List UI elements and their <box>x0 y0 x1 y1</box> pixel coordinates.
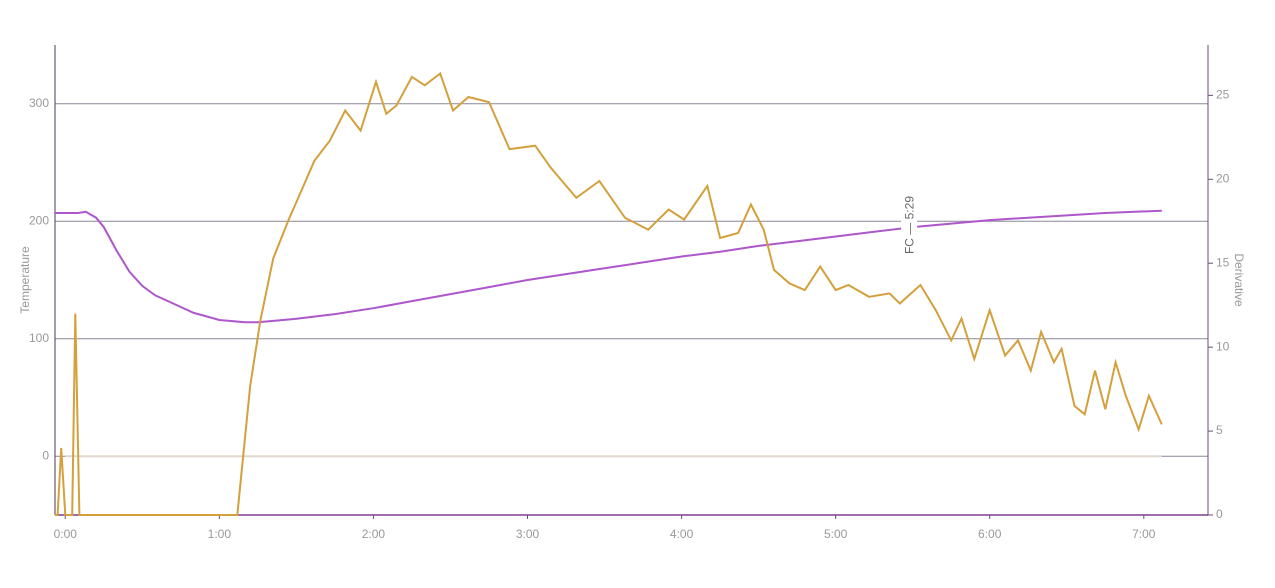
x-tick-label: 0:00 <box>54 527 78 541</box>
x-tick-label: 6:00 <box>978 527 1002 541</box>
x-tick-label: 2:00 <box>362 527 386 541</box>
x-tick-label: 7:00 <box>1132 527 1156 541</box>
y-tick-label: 200 <box>29 213 49 227</box>
annotation: FC — 5:29 <box>902 196 916 254</box>
annotation-bg <box>901 193 918 257</box>
y2-tick-label: 25 <box>1216 88 1230 102</box>
y-tick-label: 300 <box>29 96 49 110</box>
y-axis-title: Temperature <box>18 246 32 314</box>
y2-tick-label: 0 <box>1216 507 1223 521</box>
y-tick-label: 0 <box>42 448 49 462</box>
series-line <box>55 209 1162 324</box>
x-tick-label: 5:00 <box>824 527 848 541</box>
x-tick-label: 4:00 <box>670 527 694 541</box>
y2-axis-title: Derivative <box>1232 253 1246 307</box>
y2-tick-label: 10 <box>1216 339 1230 353</box>
y-tick-label: 100 <box>29 331 49 345</box>
y2-tick-label: 20 <box>1216 171 1230 185</box>
series-line <box>55 71 1163 516</box>
y2-tick-label: 15 <box>1216 255 1230 269</box>
x-tick-label: 1:00 <box>208 527 232 541</box>
y2-tick-label: 5 <box>1216 423 1223 437</box>
x-tick-label: 3:00 <box>516 527 540 541</box>
